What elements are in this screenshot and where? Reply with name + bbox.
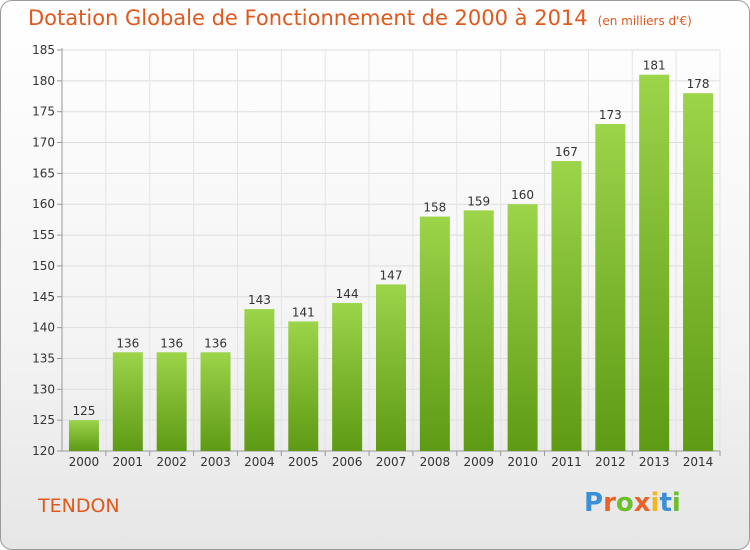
bar-2006 (332, 302, 363, 451)
bar-2003 (200, 352, 231, 451)
x-tick-label-2005: 2005 (288, 455, 319, 469)
y-tick-label: 155 (32, 228, 55, 242)
y-tick-label: 120 (32, 444, 55, 458)
x-tick-label-2011: 2011 (551, 455, 582, 469)
x-tick-label-2007: 2007 (376, 455, 407, 469)
bar-2001 (112, 352, 143, 451)
y-tick-label: 180 (32, 74, 55, 88)
bar-2005 (288, 321, 319, 451)
chart-subtitle: (en milliers d'€) (597, 14, 692, 28)
data-label-2000: 125 (72, 404, 95, 418)
data-label-2004: 143 (248, 293, 271, 307)
y-tick-label: 145 (32, 290, 55, 304)
bar-2007 (376, 284, 406, 451)
x-tick-label-2000: 2000 (69, 455, 100, 469)
bar-2012 (595, 124, 626, 452)
x-tick-label-2003: 2003 (200, 455, 231, 469)
data-label-2013: 181 (643, 59, 666, 73)
data-label-2006: 144 (336, 287, 359, 301)
data-label-2001: 136 (116, 336, 139, 350)
y-tick-label: 125 (32, 413, 55, 427)
bar-2014 (683, 93, 714, 451)
data-label-2014: 178 (687, 77, 710, 91)
y-tick-label: 150 (32, 259, 55, 273)
data-label-2009: 159 (467, 194, 490, 208)
y-tick-label: 140 (32, 321, 55, 335)
x-tick-label-2013: 2013 (639, 455, 670, 469)
x-tick-label-2010: 2010 (507, 455, 538, 469)
data-label-2011: 167 (555, 145, 578, 159)
data-label-2012: 173 (599, 108, 622, 122)
y-tick-label: 185 (32, 43, 55, 57)
y-tick-label: 135 (32, 351, 55, 365)
x-tick-label-2009: 2009 (463, 455, 494, 469)
chart-title: Dotation Globale de Fonctionnement de 20… (28, 6, 692, 30)
bar-2010 (507, 204, 538, 451)
data-label-2003: 136 (204, 336, 227, 350)
data-label-2002: 136 (160, 336, 183, 350)
bar-2002 (156, 352, 187, 451)
bar-2008 (419, 216, 450, 451)
title-text: Dotation Globale de Fonctionnement de 20… (28, 6, 588, 30)
data-label-2008: 158 (423, 201, 446, 215)
y-tick-label: 170 (32, 136, 55, 150)
data-label-2007: 147 (380, 268, 403, 282)
x-tick-label-2014: 2014 (683, 455, 714, 469)
data-label-2005: 141 (292, 305, 315, 319)
x-tick-label-2012: 2012 (595, 455, 626, 469)
bar-2004 (244, 309, 275, 451)
commune-name: TENDON (38, 495, 120, 517)
bar-2013 (639, 74, 670, 451)
proxiti-logo: Proxiti (584, 488, 681, 518)
y-tick-label: 175 (32, 105, 55, 119)
x-tick-label-2004: 2004 (244, 455, 275, 469)
x-tick-label-2001: 2001 (113, 455, 144, 469)
x-tick-label-2008: 2008 (420, 455, 451, 469)
x-tick-label-2002: 2002 (156, 455, 187, 469)
data-label-2010: 160 (511, 188, 534, 202)
bar-2009 (463, 210, 494, 451)
x-tick-label-2006: 2006 (332, 455, 363, 469)
y-tick-label: 160 (32, 197, 55, 211)
axes: 120 125 130 135 140 145 150 155 160 165 170 175 180 1… (32, 43, 721, 469)
y-tick-label: 165 (32, 166, 55, 180)
bar-2011 (551, 161, 582, 452)
bars (68, 74, 714, 452)
bar-2000 (68, 420, 99, 451)
labels: 125 136 136 136 143 141 144 147 158 159 160 167 173 1… (72, 59, 709, 418)
y-tick-label: 130 (32, 382, 55, 396)
